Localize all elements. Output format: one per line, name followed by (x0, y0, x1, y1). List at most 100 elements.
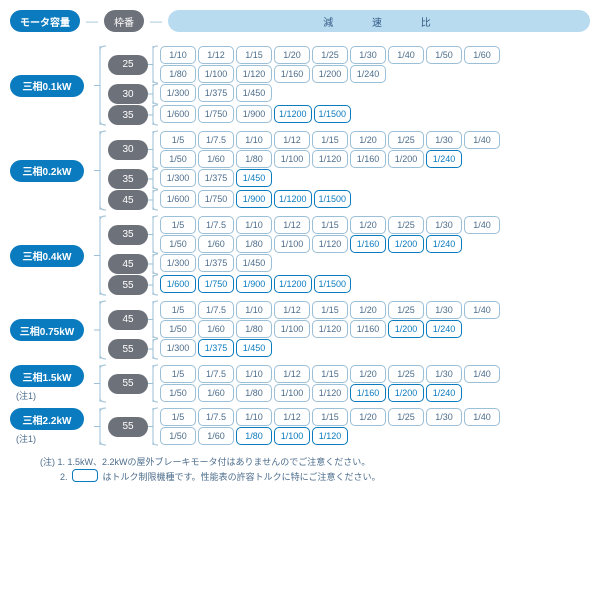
bracket-icon (94, 216, 108, 295)
ratio-cell: 1/7.5 (198, 365, 234, 383)
ratio-cell: 1/5 (160, 301, 196, 319)
bracket-icon (148, 84, 160, 104)
ratio-cell: 1/80 (236, 150, 272, 168)
ratio-cell: 1/80 (160, 65, 196, 83)
ratio-cell: 1/20 (350, 408, 386, 426)
note-2-suffix: はトルク制限機種です。性能表の許容トルクに特にご注意ください。 (103, 472, 381, 482)
ratio-row: 1/3001/3751/450 (160, 84, 590, 102)
ratio-cell: 1/60 (198, 235, 234, 253)
frame-row: 45 1/3001/3751/450 (108, 254, 590, 274)
bracket-icon (94, 131, 108, 210)
motor-block: 三相0.75kW 45 1/51/7.51/101/121/151/201/25… (10, 301, 590, 359)
ratio-row: 1/6001/7501/9001/12001/1500 (160, 105, 590, 123)
ratio-cell: 1/100 (198, 65, 234, 83)
ratio-cell: 1/20 (350, 131, 386, 149)
ratio-rows: 1/101/121/151/201/251/301/401/501/601/80… (160, 46, 590, 83)
bracket-icon (94, 408, 108, 445)
bracket-icon (148, 216, 160, 253)
note-label: (注) (40, 457, 55, 467)
ratio-cell: 1/450 (236, 254, 272, 272)
ratio-cell: 1/240 (350, 65, 386, 83)
ratio-rows: 1/6001/7501/9001/12001/1500 (160, 190, 590, 210)
ratio-cell: 1/50 (426, 46, 462, 64)
ratio-cell: 1/10 (236, 408, 272, 426)
frame-pill: 55 (108, 374, 148, 394)
bracket-icon (148, 254, 160, 274)
ratio-cell: 1/750 (198, 190, 234, 208)
ratio-row: 1/3001/3751/450 (160, 169, 590, 187)
bracket-icon (148, 105, 160, 125)
connector-dash: — (86, 14, 98, 28)
ratio-cell: 1/25 (312, 46, 348, 64)
ratio-cell: 1/375 (198, 84, 234, 102)
frame-col: 55 (108, 365, 148, 402)
motor-label-col: 三相0.4kW (10, 216, 94, 295)
bracket-icon (148, 301, 160, 338)
frame-pill: 30 (108, 84, 148, 104)
ratio-row: 1/3001/3751/450 (160, 254, 590, 272)
ratio-cell: 1/10 (236, 131, 272, 149)
bracket-icon (94, 365, 108, 402)
ratio-row: 1/51/7.51/101/121/151/201/251/301/40 (160, 216, 590, 234)
motor-block: 三相0.4kW 35 1/51/7.51/101/121/151/201/251… (10, 216, 590, 295)
ratio-cell: 1/1200 (274, 190, 312, 208)
motor-note: (注1) (16, 432, 36, 445)
frame-col: 25 (108, 46, 148, 83)
ratio-cell: 1/120 (236, 65, 272, 83)
ratio-row: 1/51/7.51/101/121/151/201/251/301/40 (160, 301, 590, 319)
frame-row: 55 1/51/7.51/101/121/151/201/251/301/401… (108, 408, 590, 445)
ratio-cell: 1/60 (198, 150, 234, 168)
ratio-cell: 1/12 (274, 301, 310, 319)
ratio-row: 1/6001/7501/9001/12001/1500 (160, 275, 590, 293)
bracket-icon (148, 339, 160, 359)
frame-pill: 30 (108, 140, 148, 160)
ratio-cell: 1/900 (236, 105, 272, 123)
motor-label: 三相0.1kW (10, 75, 84, 97)
ratio-cell: 1/1200 (274, 275, 312, 293)
ratio-cell: 1/10 (236, 301, 272, 319)
ratio-cell: 1/50 (160, 384, 196, 402)
ratio-cell: 1/30 (426, 216, 462, 234)
frame-pill: 25 (108, 55, 148, 75)
motor-label-col: 三相0.75kW (10, 301, 94, 359)
ratio-cell: 1/7.5 (198, 131, 234, 149)
motor-label-col: 三相0.1kW (10, 46, 94, 125)
ratio-cell: 1/15 (312, 365, 348, 383)
ratio-cell: 1/15 (312, 301, 348, 319)
ratio-cell: 1/15 (312, 408, 348, 426)
ratio-cell: 1/80 (236, 320, 272, 338)
ratio-cell: 1/300 (160, 169, 196, 187)
legend-box-icon (72, 469, 98, 482)
frame-pill: 35 (108, 105, 148, 125)
ratio-rows: 1/51/7.51/101/121/151/201/251/301/401/50… (160, 301, 590, 338)
frames-wrapper: 55 1/51/7.51/101/121/151/201/251/301/401… (108, 408, 590, 445)
ratio-row: 1/801/1001/1201/1601/2001/240 (160, 65, 590, 83)
frame-pill: 45 (108, 254, 148, 274)
motor-label-col: 三相0.2kW (10, 131, 94, 210)
ratio-cell: 1/15 (236, 46, 272, 64)
ratio-cell: 1/100 (274, 235, 310, 253)
ratio-cell: 1/40 (464, 408, 500, 426)
frame-row: 25 1/101/121/151/201/251/301/401/501/601… (108, 46, 590, 83)
motor-label: 三相0.4kW (10, 245, 84, 267)
frame-col: 45 (108, 190, 148, 210)
ratio-cell: 1/25 (388, 131, 424, 149)
frame-col: 55 (108, 408, 148, 445)
ratio-cell: 1/10 (236, 365, 272, 383)
ratio-cell: 1/100 (274, 384, 310, 402)
ratio-cell: 1/200 (312, 65, 348, 83)
ratio-rows: 1/6001/7501/9001/12001/1500 (160, 275, 590, 295)
ratio-cell: 1/450 (236, 339, 272, 357)
ratio-rows: 1/51/7.51/101/121/151/201/251/301/401/50… (160, 408, 590, 445)
bracket-icon (94, 46, 108, 125)
bracket-icon (148, 131, 160, 168)
frame-row: 35 1/3001/3751/450 (108, 169, 590, 189)
ratio-cell: 1/100 (274, 150, 310, 168)
ratio-cell: 1/50 (160, 427, 196, 445)
ratio-row: 1/51/7.51/101/121/151/201/251/301/40 (160, 365, 590, 383)
frame-row: 45 1/51/7.51/101/121/151/201/251/301/401… (108, 301, 590, 338)
bracket-icon (148, 408, 160, 445)
bracket-icon (148, 169, 160, 189)
ratio-cell: 1/1500 (314, 190, 352, 208)
frame-col: 30 (108, 131, 148, 168)
